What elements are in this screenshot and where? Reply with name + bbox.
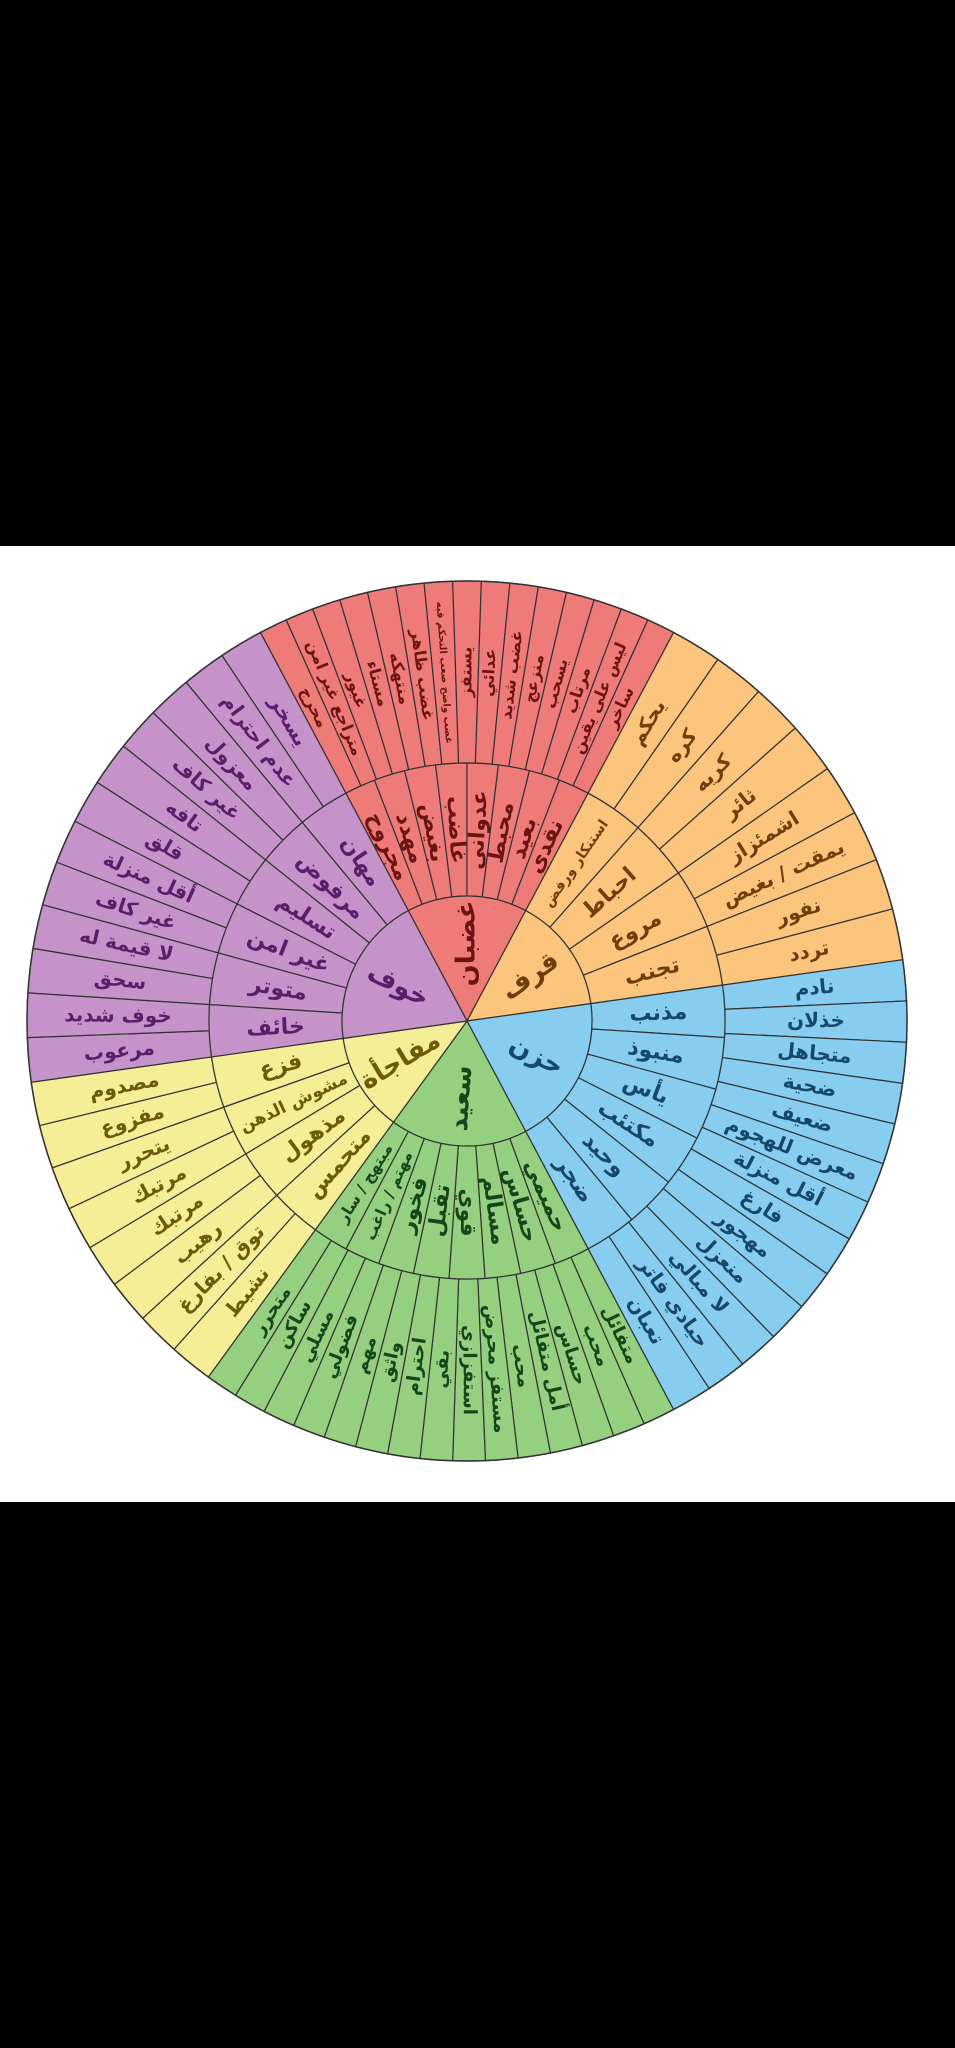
core-segment-disgust bbox=[465, 909, 592, 1022]
outer-label: سحق bbox=[93, 965, 148, 995]
outer-label: استفزازي bbox=[457, 1325, 479, 1415]
core-segment-happy bbox=[392, 1019, 527, 1147]
middle-label: مذنب bbox=[629, 1000, 688, 1027]
outer-label: يستفز bbox=[457, 647, 476, 698]
outer-label: نادم bbox=[793, 973, 835, 1001]
middle-label: خائف bbox=[246, 1014, 305, 1041]
outer-label: خذلان bbox=[787, 1008, 845, 1032]
core-label-anger: غضبان bbox=[452, 901, 482, 987]
core-label-happy: سعيد bbox=[444, 1064, 479, 1132]
core-segment-surprise bbox=[342, 1020, 469, 1123]
core-segment-anger bbox=[407, 895, 527, 1023]
middle-label: قوي bbox=[455, 1188, 480, 1236]
outer-label: عدائي bbox=[478, 648, 501, 697]
outer-label: خوف شديد bbox=[64, 1002, 172, 1027]
core-segment-fear bbox=[341, 909, 468, 1040]
outer-label: بقي bbox=[430, 1349, 454, 1389]
middle-label: غاضب bbox=[441, 795, 470, 864]
wheel-outline bbox=[26, 580, 908, 1462]
core-segment-sad bbox=[466, 1002, 593, 1133]
wheel-panel: محرج متراجع غير امن غيور مستاء منتهكه غضب ظاه… bbox=[0, 546, 955, 1502]
